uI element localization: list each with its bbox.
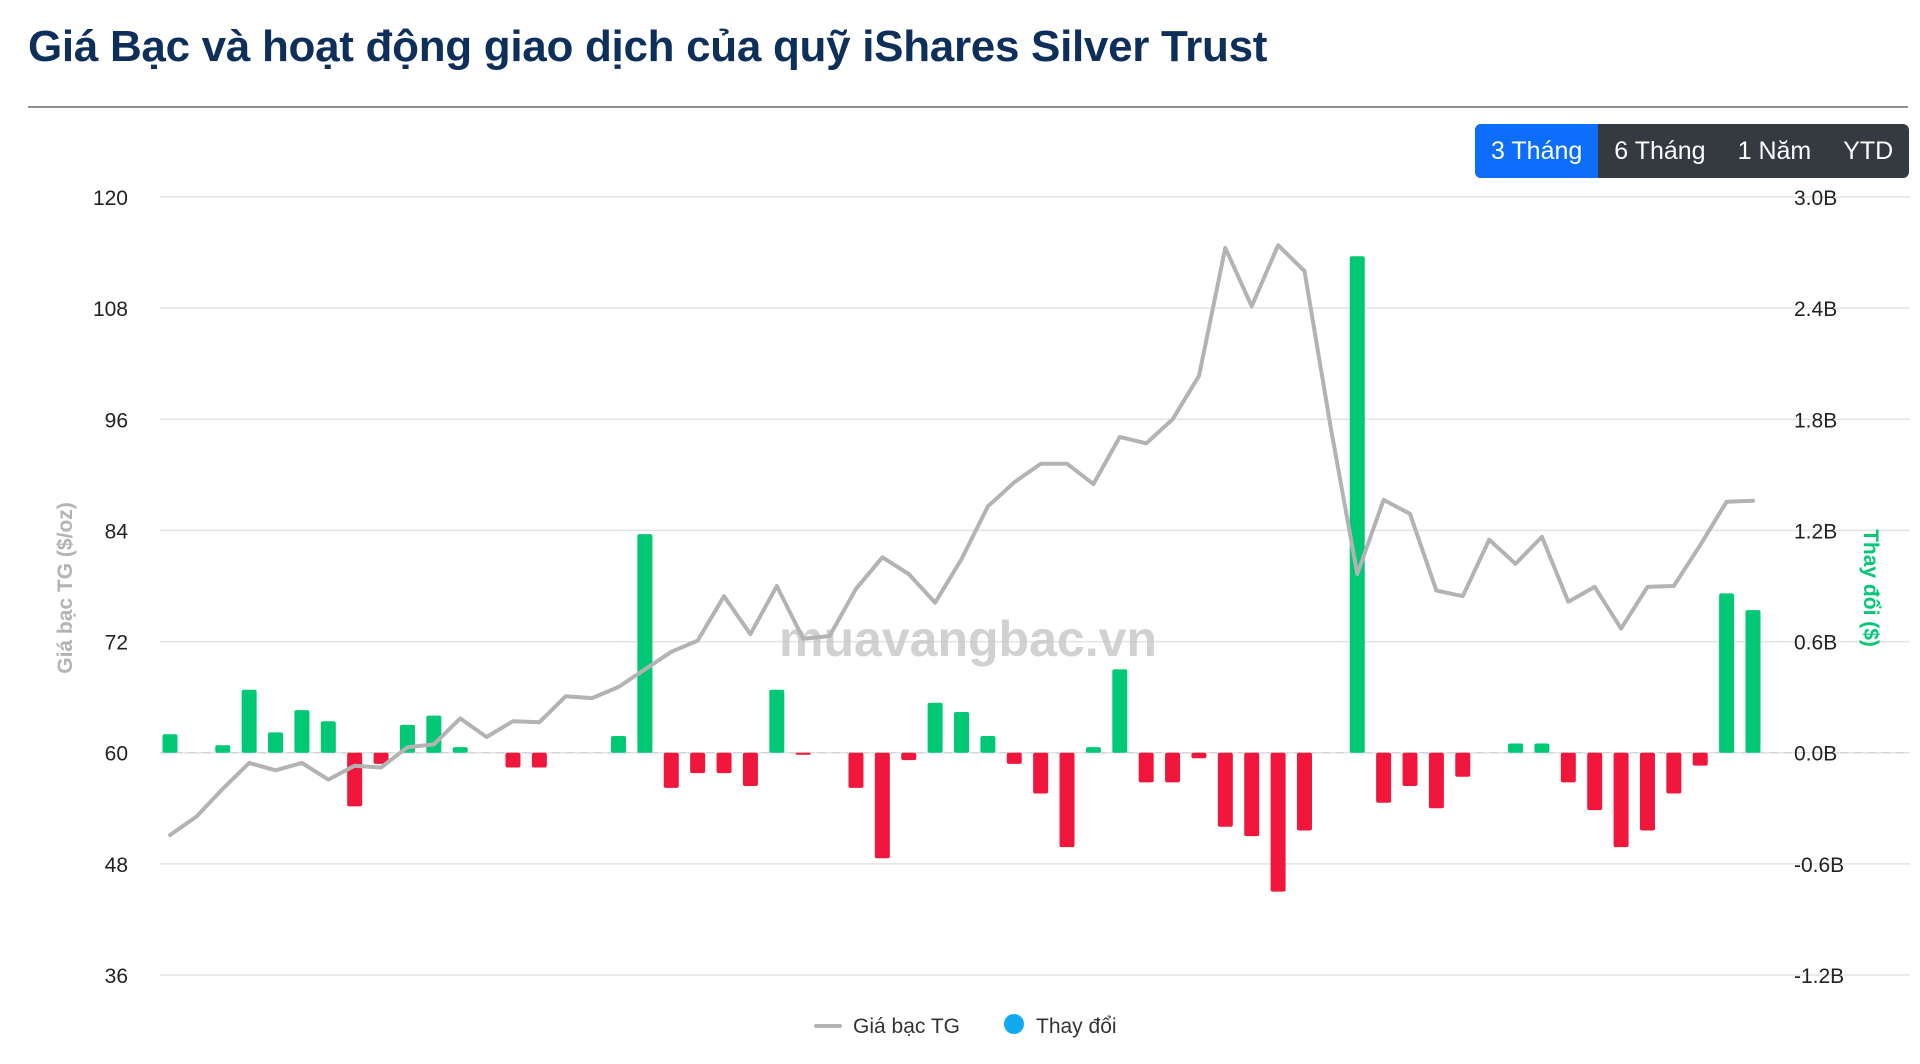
price-line-group	[168, 243, 1755, 838]
left-axis-tick-label: 96	[105, 409, 128, 432]
title-divider	[28, 106, 1908, 108]
change-bar	[874, 752, 890, 859]
right-axis-tick-label: 2.4B	[1794, 298, 1837, 321]
change-bar	[611, 736, 627, 753]
change-bar	[294, 710, 310, 753]
change-bar	[1666, 752, 1682, 794]
legend: Giá bạc TG Thay đổi	[814, 1014, 1117, 1038]
watermark: muavangbac.vn	[779, 611, 1157, 667]
change-bar	[1244, 752, 1260, 837]
legend-item-price[interactable]: Giá bạc TG	[814, 1015, 960, 1038]
change-bar	[954, 711, 969, 753]
change-bar	[1349, 256, 1365, 753]
legend-change-label: Thay đổi	[1036, 1015, 1117, 1038]
change-bar	[1639, 752, 1655, 831]
legend-change-swatch	[1004, 1014, 1024, 1034]
change-bar	[531, 752, 547, 768]
change-bar	[1719, 593, 1735, 753]
left-axis-tick-label: 48	[105, 854, 128, 877]
change-bar	[505, 752, 521, 768]
change-bar	[663, 752, 679, 788]
change-bar	[795, 752, 811, 755]
change-bar	[1033, 752, 1049, 794]
change-bar	[347, 752, 363, 807]
left-axis-title: Giá bạc TG ($/oz)	[54, 502, 77, 674]
right-axis-title: Thay đổi ($)	[1859, 529, 1882, 647]
change-bar	[637, 534, 653, 753]
change-bar	[1059, 752, 1075, 848]
change-bar	[1455, 752, 1471, 777]
legend-price-label: Giá bạc TG	[853, 1015, 960, 1038]
change-bar	[742, 752, 758, 787]
change-bar	[373, 752, 389, 764]
right-axis-tick-label: 0.0B	[1794, 743, 1837, 766]
change-bar	[1534, 743, 1550, 753]
change-bar	[1692, 752, 1708, 766]
change-bar	[769, 689, 785, 753]
change-bar	[162, 734, 178, 753]
change-bar	[1613, 752, 1629, 848]
right-axis-tick-label: 0.6B	[1794, 632, 1837, 655]
price-line	[168, 243, 1755, 838]
legend-item-change[interactable]: Thay đổi	[1004, 1014, 1117, 1038]
left-axis-tick-label: 120	[93, 187, 128, 210]
range-selector: 3 Tháng 6 Tháng 1 Năm YTD	[1475, 124, 1910, 178]
page-title: Giá Bạc và hoạt động giao dịch của quỹ i…	[28, 22, 1268, 71]
change-bar	[1138, 752, 1154, 783]
change-bar	[1191, 752, 1207, 759]
right-axis-tick-label: 1.8B	[1794, 409, 1837, 432]
left-axis-tick-label: 108	[93, 298, 128, 321]
change-bars	[162, 256, 1761, 892]
range-6-months-button[interactable]: 6 Tháng	[1614, 137, 1706, 165]
change-bar	[452, 747, 468, 753]
change-bar	[927, 702, 943, 753]
gridlines	[160, 196, 1910, 976]
right-axis-tick-label: 1.2B	[1794, 520, 1837, 543]
right-axis-tick-label: -1.2B	[1794, 965, 1844, 988]
change-bar	[1165, 752, 1181, 783]
change-bar	[1745, 610, 1761, 753]
change-bar	[1085, 747, 1101, 753]
left-axis-tick-label: 84	[105, 520, 129, 543]
change-bar	[268, 732, 284, 753]
change-bar	[1296, 752, 1312, 831]
left-axis-tick-label: 60	[105, 743, 128, 766]
change-bar	[1006, 752, 1022, 764]
range-3-months-button[interactable]: 3 Tháng	[1475, 124, 1599, 178]
change-bar	[1560, 752, 1576, 783]
right-axis-tick-label: 3.0B	[1794, 187, 1837, 210]
change-bar	[1428, 752, 1444, 809]
change-bar	[980, 736, 996, 753]
change-bar	[1217, 752, 1233, 827]
change-bar	[241, 689, 257, 753]
change-bar	[1376, 752, 1392, 803]
change-bar	[716, 752, 732, 774]
right-axis-tick-label: -0.6B	[1794, 854, 1844, 877]
change-bar	[1112, 669, 1128, 753]
change-bar	[215, 745, 231, 753]
left-axis-tick-label: 72	[105, 632, 128, 655]
change-bar	[320, 721, 336, 753]
right-axis-ticks: 3.0B 2.4B 1.8B 1.2B 0.6B 0.0B -0.6B -1.2B	[1794, 187, 1844, 988]
left-axis-tick-label: 36	[105, 965, 128, 988]
change-bar	[690, 752, 706, 774]
change-bar	[1402, 752, 1418, 787]
change-bar	[848, 752, 864, 788]
change-bar	[1587, 752, 1603, 811]
change-bar	[1508, 743, 1524, 753]
change-bar	[901, 752, 917, 761]
change-bar	[426, 715, 442, 753]
change-bar	[1270, 752, 1286, 892]
left-axis-ticks: 120 108 96 84 72 60 48 36	[93, 187, 128, 988]
range-ytd-button[interactable]: YTD	[1843, 137, 1894, 165]
range-1-year-button[interactable]: 1 Năm	[1737, 137, 1812, 165]
